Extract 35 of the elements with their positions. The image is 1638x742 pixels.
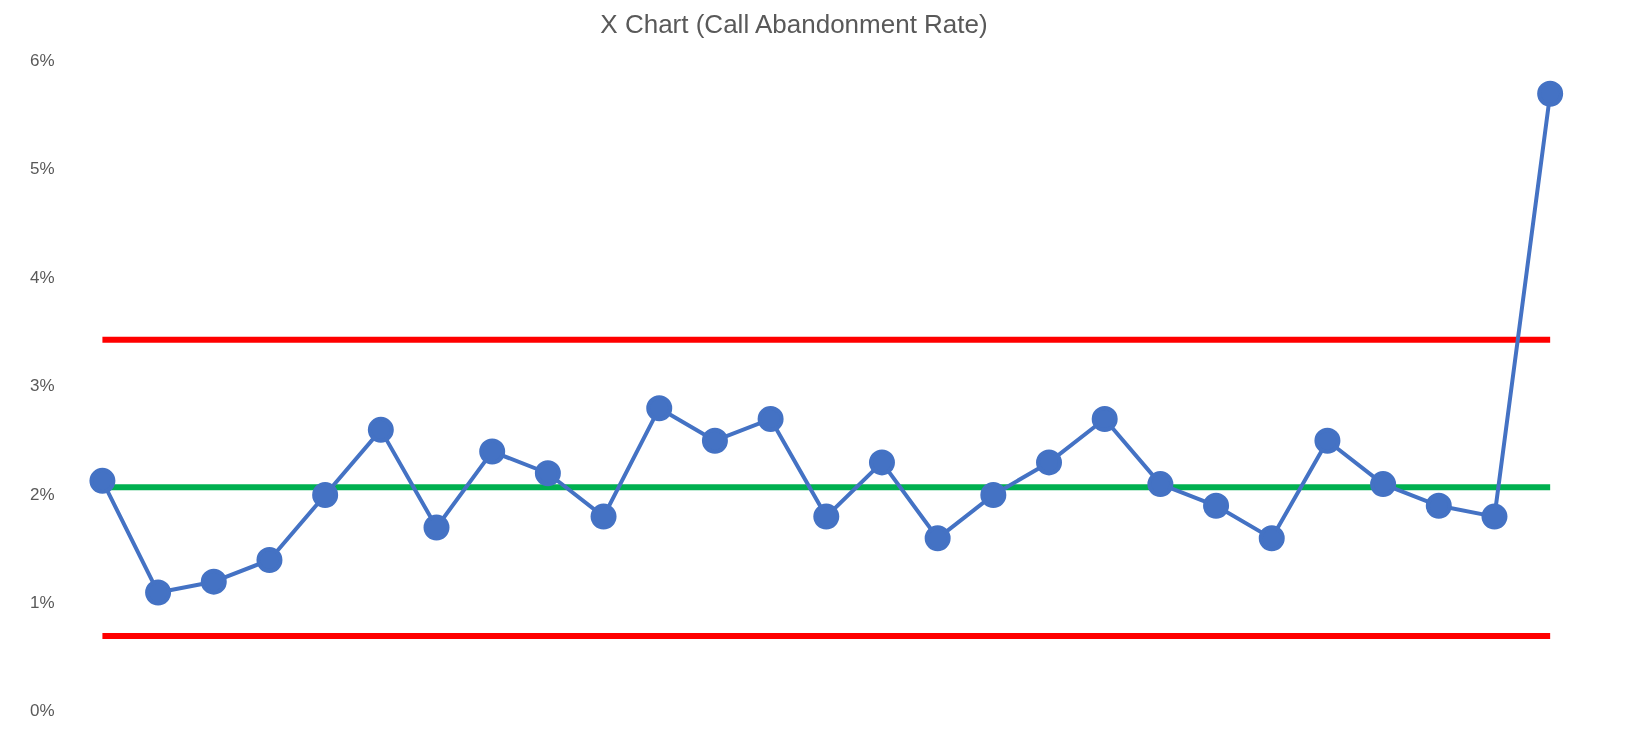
chart-title: X Chart (Call Abandonment Rate) [600, 8, 988, 39]
y-tick-label: 4% [29, 267, 55, 287]
point [200, 568, 227, 595]
point [1258, 525, 1285, 552]
y-tick-label: 5% [29, 159, 55, 179]
y-tick-label: 0% [29, 701, 55, 721]
point [590, 503, 617, 530]
point [757, 406, 784, 433]
point [701, 427, 728, 454]
point [312, 481, 339, 508]
point [423, 514, 450, 541]
point [646, 395, 673, 422]
point [145, 579, 172, 606]
point [256, 546, 283, 573]
point [1203, 492, 1230, 519]
point [479, 438, 506, 465]
point [868, 449, 895, 476]
point [1370, 471, 1397, 498]
point [980, 481, 1007, 508]
point [534, 460, 561, 487]
point [1537, 80, 1564, 107]
point [924, 525, 951, 552]
point [1481, 503, 1508, 530]
point [1147, 471, 1174, 498]
point [1036, 449, 1063, 476]
y-tick-label: 2% [29, 484, 55, 504]
y-tick-label: 3% [29, 376, 55, 396]
point [1091, 406, 1118, 433]
point [813, 503, 840, 530]
y-tick-label: 6% [29, 50, 55, 70]
y-tick-label: 1% [29, 593, 55, 613]
point [367, 416, 394, 443]
point [1425, 492, 1452, 519]
point [1314, 427, 1341, 454]
point [89, 467, 116, 494]
